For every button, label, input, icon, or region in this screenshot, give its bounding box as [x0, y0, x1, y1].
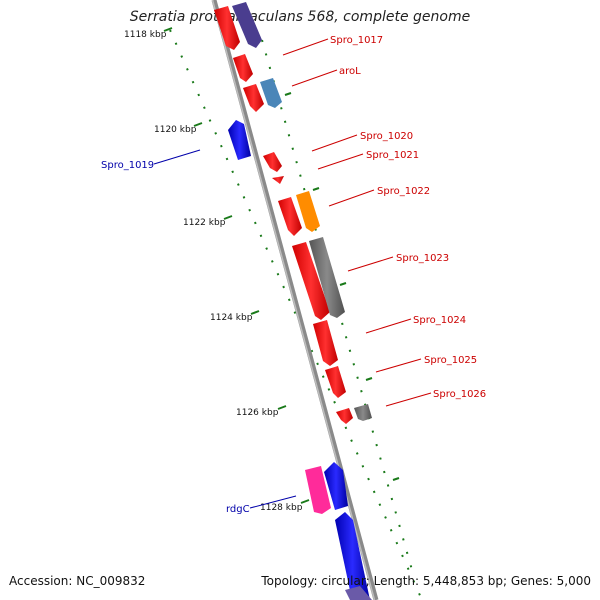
cds-rdgc[interactable] — [324, 462, 348, 510]
cds-blue-bottom[interactable] — [335, 512, 370, 600]
label-spro-1020[interactable]: Spro_1020 — [360, 131, 413, 142]
cds-rdgc-pink[interactable] — [305, 466, 331, 514]
cds-spro-1025[interactable] — [325, 366, 346, 398]
accession-text: Accession: NC_009832 — [9, 574, 146, 588]
label-spro-1019[interactable]: Spro_1019 — [101, 160, 154, 171]
cds-arol[interactable] — [260, 78, 282, 108]
cds-red-c[interactable] — [278, 197, 302, 236]
tick-label-1124: 1124 kbp — [210, 313, 253, 323]
cds-spro-1023[interactable] — [309, 237, 345, 318]
label-spro-1021[interactable]: Spro_1021 — [366, 150, 419, 161]
tick-1118: 1118 kbp — [124, 27, 173, 40]
label-spro-1022[interactable]: Spro_1022 — [377, 186, 430, 197]
genome-summary-text: Topology: circular; Length: 5,448,853 bp… — [261, 574, 591, 588]
tick-1128: 1128 kbp — [260, 499, 310, 513]
cds-spro-1017-red[interactable] — [214, 6, 240, 50]
label-spro-1017[interactable]: Spro_1017 — [330, 35, 383, 46]
cds-spro-1026[interactable] — [354, 404, 372, 421]
leader-lines — [153, 38, 432, 509]
label-spro-1024[interactable]: Spro_1024 — [413, 315, 466, 326]
label-spro-1026[interactable]: Spro_1026 — [433, 389, 486, 400]
tick-label-1128: 1128 kbp — [260, 503, 303, 513]
label-spro-1025[interactable]: Spro_1025 — [424, 355, 477, 366]
cds-spro-1022[interactable] — [296, 191, 320, 232]
label-arol[interactable]: aroL — [339, 66, 361, 77]
label-rdgc[interactable]: rdgC — [226, 504, 250, 515]
cds-features — [214, 2, 372, 600]
cds-spro-1021[interactable] — [272, 176, 284, 184]
tick-ring-left — [169, 29, 423, 600]
genome-backbone-highlight — [211, 0, 376, 600]
tick-1120: 1120 kbp — [154, 122, 203, 135]
genome-backbone — [211, 0, 379, 600]
tick-label-1118: 1118 kbp — [124, 30, 167, 40]
label-spro-1023[interactable]: Spro_1023 — [396, 253, 449, 264]
cds-spro-1019[interactable] — [228, 120, 251, 160]
tick-label-1126: 1126 kbp — [236, 408, 279, 418]
tick-label-1120: 1120 kbp — [154, 125, 197, 135]
cds-spro-1017[interactable] — [232, 2, 262, 48]
tick-1124: 1124 kbp — [210, 310, 260, 323]
tick-1126: 1126 kbp — [236, 405, 287, 418]
cds-spro-1020[interactable] — [263, 152, 282, 172]
cds-spro-1023-red[interactable] — [292, 242, 330, 320]
minor-ticks-right — [284, 92, 400, 481]
map-title: Serratia proteamaculans 568, complete ge… — [129, 9, 471, 25]
cds-spro-1024[interactable] — [313, 320, 338, 366]
cds-red-d[interactable] — [336, 408, 353, 424]
tick-label-1122: 1122 kbp — [183, 218, 226, 228]
cds-red-b[interactable] — [243, 84, 264, 112]
tick-1122: 1122 kbp — [183, 215, 233, 228]
cds-purple-bottom[interactable] — [345, 586, 372, 600]
cds-red-a[interactable] — [233, 54, 253, 82]
